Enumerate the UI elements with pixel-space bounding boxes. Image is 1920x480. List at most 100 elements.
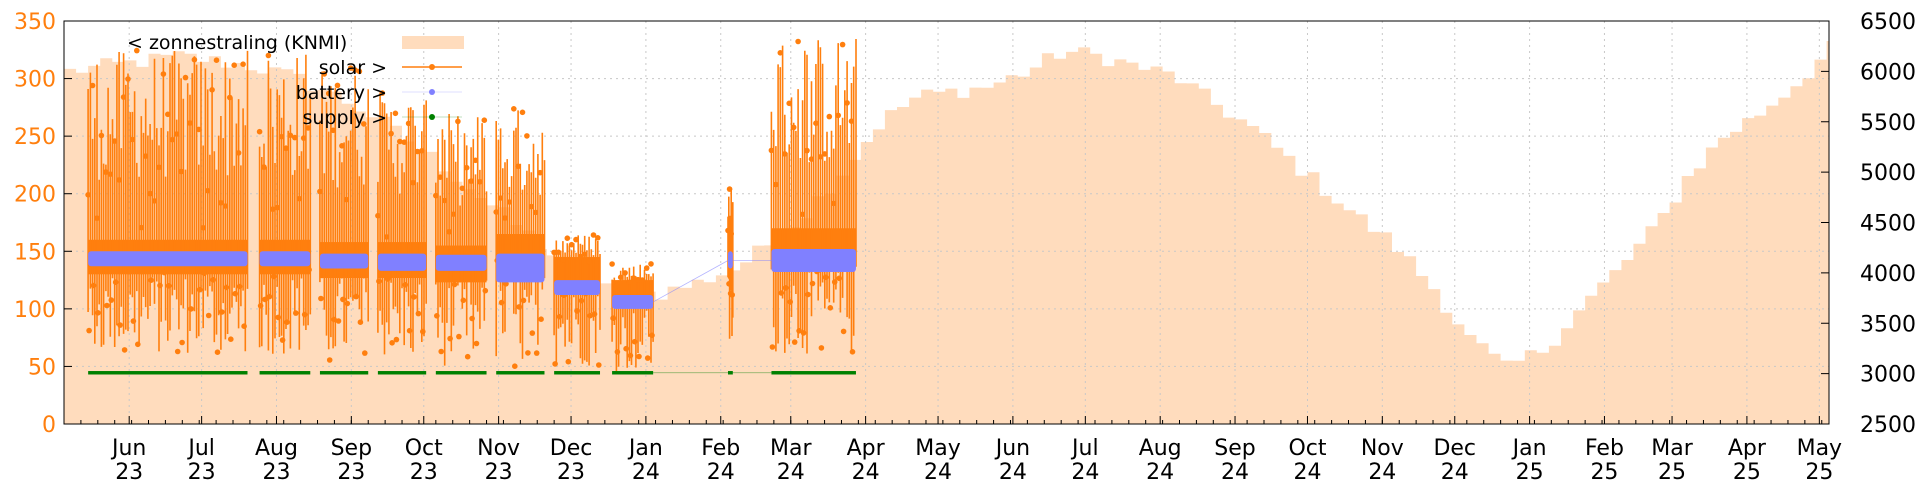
solar-point — [191, 56, 198, 63]
y2-tick-label-3500: 3500 — [1860, 312, 1916, 337]
x-tick-year-20: 25 — [1590, 460, 1618, 480]
supply-band-7 — [612, 371, 654, 375]
solar-point — [204, 187, 211, 194]
solar-point — [116, 177, 122, 183]
solar-point — [768, 147, 775, 154]
solar-point — [352, 67, 358, 73]
solar-point — [321, 71, 328, 77]
solar-point — [848, 118, 855, 124]
x-tick-month-11: May — [915, 436, 960, 461]
solar-point — [375, 212, 381, 219]
solar-point — [241, 323, 247, 330]
solar-point — [482, 287, 489, 294]
solar-point — [590, 232, 597, 238]
solar-point — [283, 145, 289, 152]
solar-point — [161, 269, 168, 276]
solar-point — [613, 283, 620, 289]
x-tick-month-15: Sep — [1214, 436, 1255, 461]
x-tick-month-17: Nov — [1361, 436, 1404, 461]
solar-spikes-2 — [319, 71, 369, 350]
solar-point — [817, 154, 824, 160]
solar-point — [438, 348, 445, 355]
solar-point — [441, 197, 448, 204]
solar-point — [649, 332, 655, 339]
solar-point — [197, 286, 203, 293]
solar-point — [627, 352, 634, 359]
solar-point — [826, 113, 833, 120]
supply-band-4 — [435, 371, 487, 375]
solar-point — [446, 229, 452, 235]
solar-point — [538, 316, 544, 323]
series-battery — [88, 248, 856, 309]
solar-point — [433, 192, 439, 199]
solar-point — [455, 118, 461, 125]
solar-point — [89, 82, 96, 89]
solar-point — [565, 358, 572, 365]
solar-point — [178, 168, 184, 175]
legend-swatch-point-supply — [429, 114, 435, 120]
x-tick-month-20: Feb — [1585, 436, 1624, 461]
solar-point — [326, 357, 333, 363]
solar-point — [617, 274, 624, 281]
solar-point — [520, 297, 527, 304]
x-tick-year-23: 25 — [1805, 460, 1833, 480]
y-tick-label-50: 50 — [28, 355, 56, 380]
solar-point — [103, 169, 109, 175]
x-tick-month-1: Jul — [186, 436, 215, 461]
solar-point — [459, 185, 466, 192]
x-tick-year-22: 25 — [1733, 460, 1761, 480]
solar-point — [473, 340, 480, 347]
solar-point — [361, 121, 367, 127]
legend-label-radiation: < zonnestraling (KNMI) — [127, 32, 347, 54]
x-tick-month-13: Jul — [1070, 436, 1099, 461]
solar-point — [420, 328, 426, 335]
solar-point — [795, 38, 801, 45]
solar-point — [726, 186, 733, 192]
x-tick-year-13: 24 — [1071, 460, 1099, 480]
solar-point — [274, 204, 281, 211]
solar-point — [169, 136, 176, 143]
x-tick-year-9: 24 — [777, 460, 805, 480]
x-tick-month-21: Mar — [1651, 436, 1693, 461]
y2-tick-label-4500: 4500 — [1860, 212, 1916, 237]
series-layer — [85, 38, 857, 375]
solar-point — [626, 279, 633, 286]
legend-swatch-radiation — [402, 36, 464, 49]
solar-point — [287, 132, 294, 139]
solar-point — [769, 344, 776, 350]
y-tick-label-350: 350 — [14, 10, 56, 35]
solar-point — [108, 297, 115, 303]
solar-point — [468, 178, 474, 184]
solar-point — [151, 198, 158, 204]
solar-spikes-9 — [770, 39, 857, 354]
solar-point — [773, 181, 779, 188]
solar-point — [774, 244, 780, 250]
solar-point — [165, 111, 171, 118]
solar-point — [635, 276, 641, 283]
x-tick-month-14: Aug — [1139, 436, 1182, 461]
solar-point — [469, 315, 475, 322]
solar-point — [270, 206, 276, 212]
solar-point — [516, 304, 522, 310]
solar-point — [577, 253, 584, 260]
solar-point — [497, 195, 504, 201]
solar-point — [835, 112, 841, 119]
solar-point — [574, 308, 580, 314]
solar-point — [219, 309, 225, 315]
y-tick-label-300: 300 — [14, 68, 56, 93]
solar-point — [147, 190, 153, 197]
solar-point — [502, 215, 508, 221]
solar-point — [148, 277, 154, 284]
solar-point — [729, 292, 735, 298]
solar-point — [614, 349, 621, 355]
solar-point — [822, 151, 828, 157]
x-tick-month-16: Oct — [1288, 436, 1326, 461]
solar-point — [648, 261, 654, 267]
solar-point — [90, 282, 97, 289]
solar-point — [796, 328, 802, 334]
solar-point — [275, 314, 282, 321]
battery-band-8 — [727, 251, 733, 269]
x-tick-month-3: Sep — [331, 436, 372, 461]
solar-point — [414, 148, 421, 155]
